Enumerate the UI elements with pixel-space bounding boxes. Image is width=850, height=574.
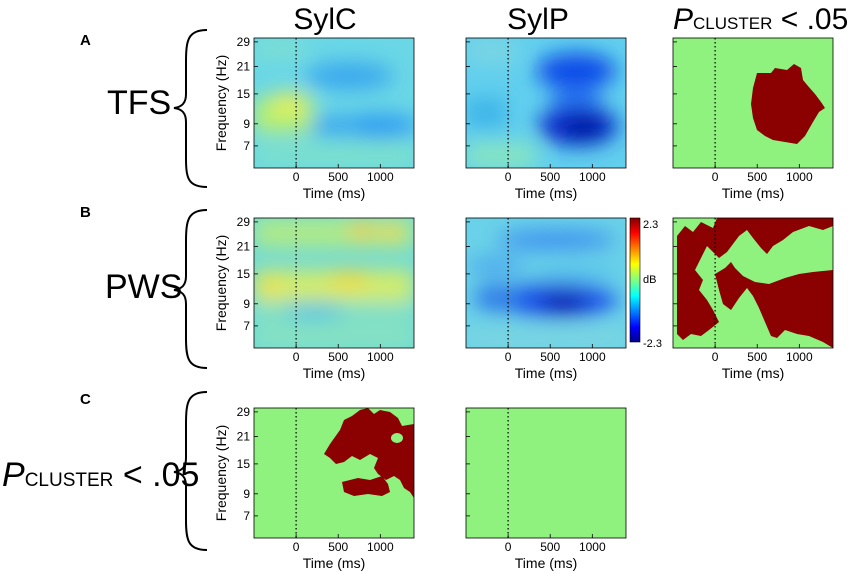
y-tick-label-pc-sylc-0: 29 <box>237 405 251 419</box>
x-axis-label-pws-sylc: Time (ms) <box>303 365 365 381</box>
panel-pws-cluster <box>672 217 834 349</box>
x-axis-label-pc-sylp: Time (ms) <box>515 555 577 571</box>
y-tick-label-pws-sylc-0: 29 <box>237 215 251 229</box>
panel-pc-sylp <box>465 407 627 539</box>
y-tick-label-pc-sylc-3: 9 <box>243 487 250 501</box>
x-tick-label-pws-sylp-0: 0 <box>505 350 512 364</box>
row-brace-c <box>173 391 208 551</box>
cluster-pc-sylc-hole <box>391 433 403 443</box>
col-title-pcluster: PCLUSTER < .05 <box>673 3 848 36</box>
x-tick-label-tfs-sylp-0: 0 <box>505 170 512 184</box>
panel-letter-b: B <box>80 204 91 221</box>
x-tick-label-pc-sylp-1: 500 <box>540 540 560 554</box>
row-label-pcluster: PCLUSTER < .05 <box>2 456 199 494</box>
y-tick-label-pc-sylc-4: 7 <box>243 509 250 523</box>
x-tick-label-tfs-sylc-1: 500 <box>328 170 348 184</box>
y-axis-label-pws-sylc: Frequency (Hz) <box>213 235 229 331</box>
x-tick-label-pws-cluster-0: 0 <box>712 350 719 364</box>
x-tick-label-pws-sylp-2: 1000 <box>579 350 606 364</box>
row-brace-b <box>173 209 208 369</box>
y-tick-label-tfs-sylc-1: 21 <box>237 60 251 74</box>
x-tick-label-pc-sylp-2: 1000 <box>579 540 606 554</box>
x-tick-label-tfs-sylc-0: 0 <box>293 170 300 184</box>
x-axis-label-pws-sylp: Time (ms) <box>515 365 577 381</box>
panel-tfs-cluster <box>672 37 834 169</box>
col-title-sylc: SylC <box>293 3 356 36</box>
y-tick-label-pws-sylc-3: 9 <box>243 297 250 311</box>
colorbar: 2.3 dB -2.3 <box>629 217 662 350</box>
panel-pws-sylc <box>253 217 415 349</box>
panel-tfs-sylc <box>253 37 415 169</box>
panel-pws-sylp <box>465 217 627 349</box>
row-label-tfs: TFS <box>107 84 171 122</box>
y-tick-label-pws-sylc-1: 21 <box>237 240 251 254</box>
x-tick-label-pc-sylp-0: 0 <box>505 540 512 554</box>
colorbar-min: -2.3 <box>643 338 662 350</box>
y-axis-label-pc-sylc: Frequency (Hz) <box>213 425 229 521</box>
x-tick-label-pws-cluster-2: 1000 <box>786 350 813 364</box>
x-tick-label-tfs-sylc-2: 1000 <box>367 170 394 184</box>
x-tick-label-pws-sylc-2: 1000 <box>367 350 394 364</box>
y-tick-label-tfs-sylc-0: 29 <box>237 35 251 49</box>
y-tick-label-tfs-sylc-2: 15 <box>237 87 251 101</box>
x-tick-label-pws-sylc-1: 500 <box>328 350 348 364</box>
row-label-pws: PWS <box>105 268 182 306</box>
colorbar-max: 2.3 <box>643 219 658 231</box>
y-tick-label-pc-sylc-2: 15 <box>237 457 251 471</box>
x-tick-label-pws-sylc-0: 0 <box>293 350 300 364</box>
y-tick-label-tfs-sylc-4: 7 <box>243 139 250 153</box>
x-tick-label-tfs-cluster-1: 500 <box>747 170 767 184</box>
y-axis-label-tfs-sylc: Frequency (Hz) <box>213 55 229 151</box>
x-tick-label-tfs-sylp-2: 1000 <box>579 170 606 184</box>
x-axis-label-tfs-cluster: Time (ms) <box>722 185 784 201</box>
cluster-tfs <box>751 64 825 144</box>
x-tick-label-tfs-cluster-2: 1000 <box>786 170 813 184</box>
x-axis-label-pws-cluster: Time (ms) <box>722 365 784 381</box>
y-tick-label-pws-sylc-2: 15 <box>237 267 251 281</box>
cluster-pws-right <box>715 262 833 348</box>
cluster-pws-main <box>677 218 833 340</box>
x-axis-label-pc-sylc: Time (ms) <box>303 555 365 571</box>
panel-letter-c: C <box>80 391 91 408</box>
x-tick-label-tfs-sylp-1: 500 <box>540 170 560 184</box>
panel-letter-a: A <box>80 32 91 49</box>
row-brace-a <box>173 29 208 188</box>
x-tick-label-pc-sylc-2: 1000 <box>367 540 394 554</box>
x-tick-label-pws-cluster-1: 500 <box>747 350 767 364</box>
x-tick-label-pc-sylc-1: 500 <box>328 540 348 554</box>
x-tick-label-pws-sylp-1: 500 <box>540 350 560 364</box>
cluster-pc-sylc-low <box>342 476 390 496</box>
panel-pc-sylc <box>253 407 415 539</box>
x-axis-label-tfs-sylc: Time (ms) <box>303 185 365 201</box>
y-tick-label-pws-sylc-4: 7 <box>243 319 250 333</box>
x-axis-label-tfs-sylp: Time (ms) <box>515 185 577 201</box>
panel-tfs-sylp <box>465 37 627 169</box>
x-tick-label-tfs-cluster-0: 0 <box>712 170 719 184</box>
y-tick-label-pc-sylc-1: 21 <box>237 430 251 444</box>
y-tick-label-tfs-sylc-3: 9 <box>243 117 250 131</box>
x-tick-label-pc-sylc-0: 0 <box>293 540 300 554</box>
col-title-sylp: SylP <box>507 3 569 36</box>
cluster-pc-sylc <box>324 408 414 498</box>
colorbar-unit: dB <box>643 274 656 286</box>
